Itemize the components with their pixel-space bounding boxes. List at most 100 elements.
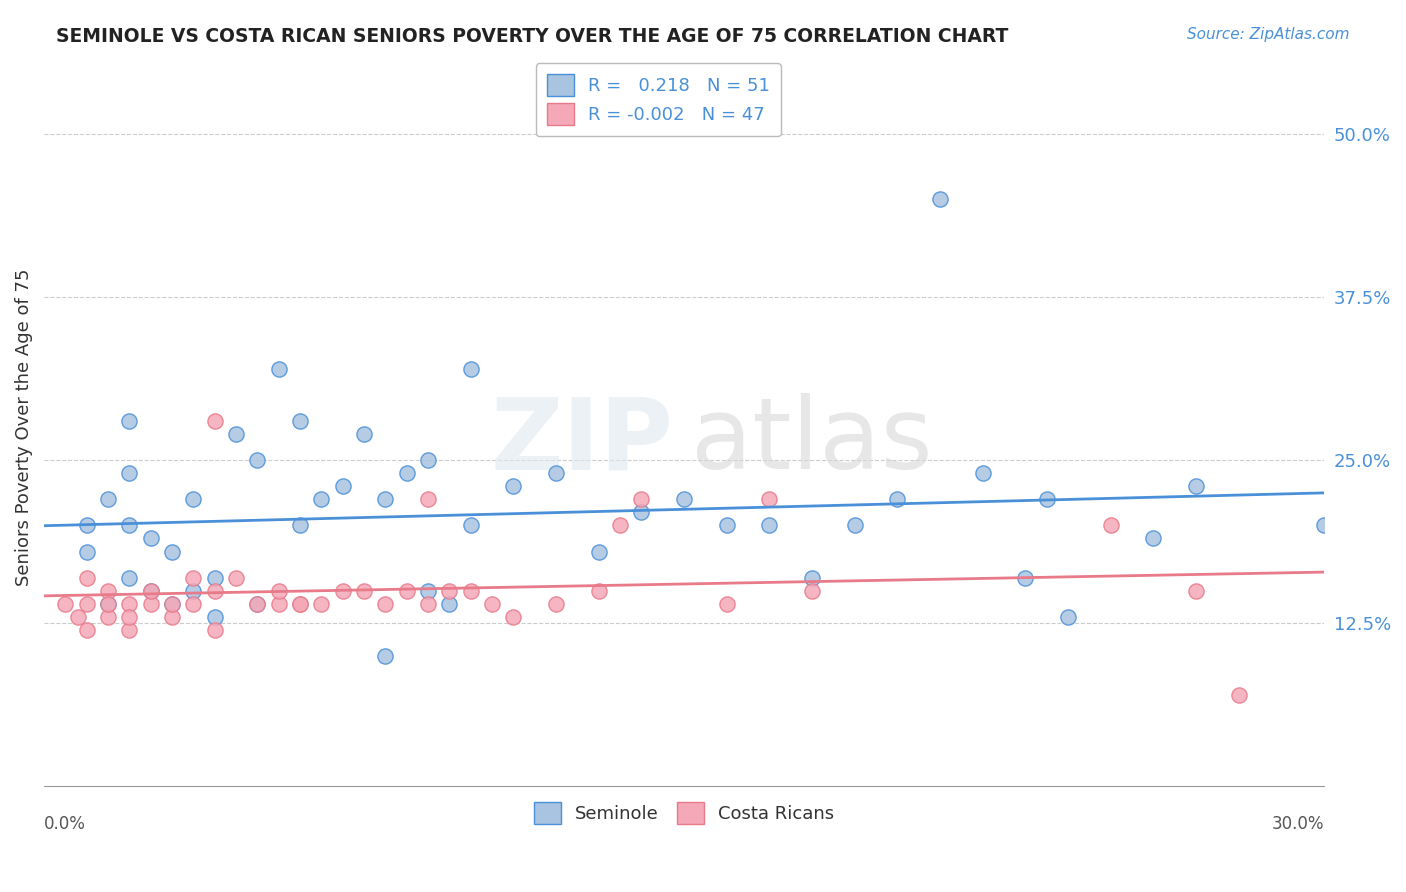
Point — [972, 466, 994, 480]
Point — [139, 583, 162, 598]
Point — [288, 518, 311, 533]
Point — [332, 479, 354, 493]
Point — [439, 583, 461, 598]
Point — [460, 583, 482, 598]
Point — [97, 609, 120, 624]
Point — [1185, 583, 1208, 598]
Point — [160, 544, 183, 558]
Point — [160, 597, 183, 611]
Text: SEMINOLE VS COSTA RICAN SENIORS POVERTY OVER THE AGE OF 75 CORRELATION CHART: SEMINOLE VS COSTA RICAN SENIORS POVERTY … — [56, 27, 1008, 45]
Point — [204, 609, 226, 624]
Point — [311, 597, 333, 611]
Point — [844, 518, 866, 533]
Point — [139, 583, 162, 598]
Point — [55, 597, 77, 611]
Text: Source: ZipAtlas.com: Source: ZipAtlas.com — [1187, 27, 1350, 42]
Point — [246, 597, 269, 611]
Point — [395, 583, 418, 598]
Point — [544, 466, 567, 480]
Point — [1227, 688, 1250, 702]
Point — [801, 583, 824, 598]
Point — [716, 597, 738, 611]
Point — [118, 414, 141, 428]
Point — [160, 597, 183, 611]
Point — [353, 427, 375, 442]
Text: 30.0%: 30.0% — [1271, 815, 1324, 833]
Point — [204, 571, 226, 585]
Point — [183, 492, 205, 507]
Point — [353, 583, 375, 598]
Point — [588, 583, 610, 598]
Point — [97, 597, 120, 611]
Point — [97, 492, 120, 507]
Point — [439, 597, 461, 611]
Point — [374, 648, 396, 663]
Point — [929, 192, 952, 206]
Point — [97, 597, 120, 611]
Point — [76, 544, 98, 558]
Point — [267, 361, 290, 376]
Point — [1035, 492, 1057, 507]
Point — [311, 492, 333, 507]
Point — [118, 609, 141, 624]
Point — [460, 361, 482, 376]
Point — [118, 597, 141, 611]
Point — [1099, 518, 1122, 533]
Point — [288, 597, 311, 611]
Point — [672, 492, 695, 507]
Point — [76, 597, 98, 611]
Point — [374, 597, 396, 611]
Point — [267, 583, 290, 598]
Point — [118, 466, 141, 480]
Text: 0.0%: 0.0% — [44, 815, 86, 833]
Point — [288, 597, 311, 611]
Point — [416, 492, 439, 507]
Point — [801, 571, 824, 585]
Point — [118, 518, 141, 533]
Point — [416, 597, 439, 611]
Point — [1142, 532, 1164, 546]
Point — [139, 532, 162, 546]
Point — [76, 623, 98, 637]
Point — [416, 453, 439, 467]
Point — [204, 623, 226, 637]
Point — [395, 466, 418, 480]
Point — [460, 518, 482, 533]
Text: atlas: atlas — [692, 393, 932, 491]
Point — [183, 583, 205, 598]
Point — [1014, 571, 1036, 585]
Point — [609, 518, 631, 533]
Point — [716, 518, 738, 533]
Point — [502, 479, 524, 493]
Point — [544, 597, 567, 611]
Point — [374, 492, 396, 507]
Point — [204, 414, 226, 428]
Point — [118, 571, 141, 585]
Point — [758, 492, 780, 507]
Point — [267, 597, 290, 611]
Point — [183, 571, 205, 585]
Point — [76, 571, 98, 585]
Point — [204, 583, 226, 598]
Y-axis label: Seniors Poverty Over the Age of 75: Seniors Poverty Over the Age of 75 — [15, 268, 32, 586]
Legend: Seminole, Costa Ricans: Seminole, Costa Ricans — [523, 791, 845, 835]
Point — [225, 571, 247, 585]
Point — [1057, 609, 1080, 624]
Point — [76, 518, 98, 533]
Point — [502, 609, 524, 624]
Point — [183, 597, 205, 611]
Point — [416, 583, 439, 598]
Point — [160, 609, 183, 624]
Point — [97, 583, 120, 598]
Point — [1313, 518, 1336, 533]
Point — [332, 583, 354, 598]
Point — [225, 427, 247, 442]
Point — [67, 609, 90, 624]
Point — [1185, 479, 1208, 493]
Point — [118, 623, 141, 637]
Point — [758, 518, 780, 533]
Point — [588, 544, 610, 558]
Point — [630, 505, 652, 519]
Point — [886, 492, 908, 507]
Point — [630, 492, 652, 507]
